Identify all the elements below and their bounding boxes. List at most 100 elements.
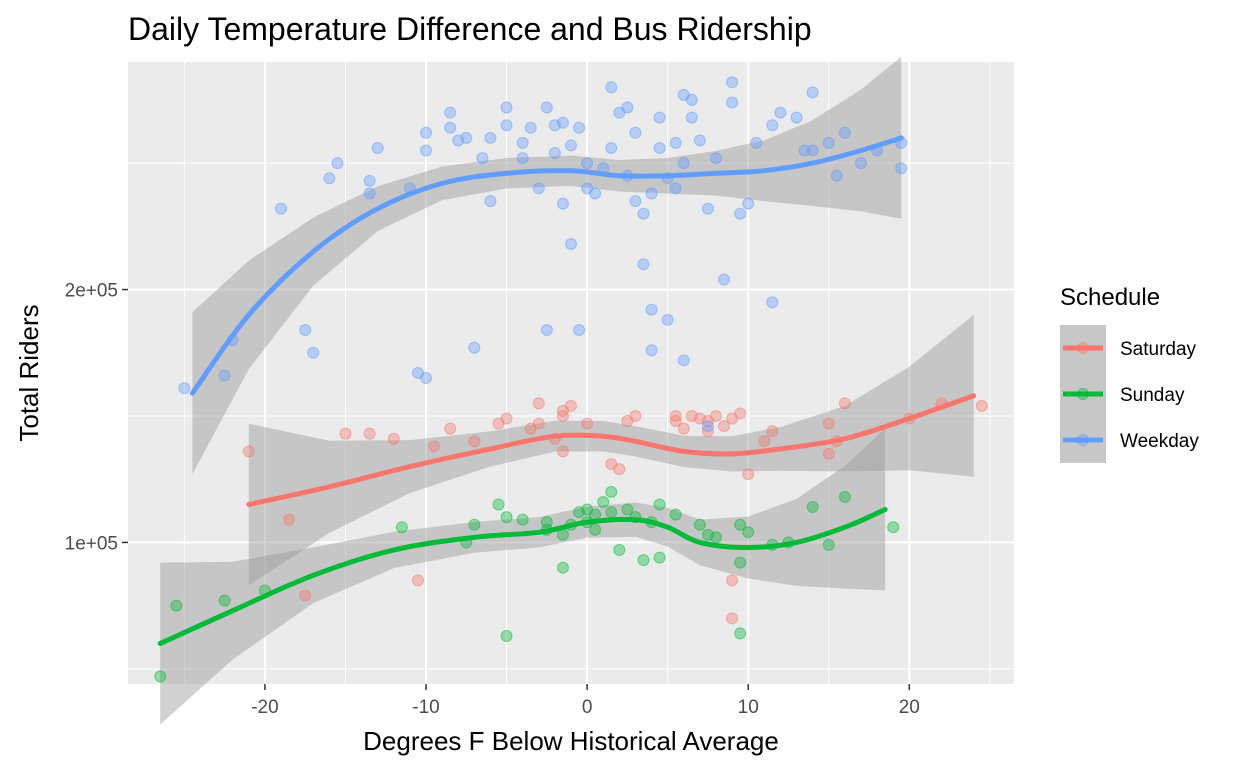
data-point-sunday [887, 521, 900, 534]
data-point-saturday [444, 422, 457, 435]
data-point-saturday [822, 417, 835, 430]
data-point-saturday [565, 399, 577, 412]
data-point-weekday [726, 96, 739, 109]
data-point-weekday [573, 324, 586, 337]
data-point-weekday [540, 324, 553, 337]
data-point-weekday [323, 172, 336, 185]
data-point-weekday [516, 152, 529, 165]
data-point-saturday [677, 422, 690, 435]
data-point-sunday [589, 523, 602, 536]
data-point-sunday [613, 543, 626, 556]
data-point-sunday [492, 498, 505, 511]
data-point-weekday [605, 81, 618, 94]
x-axis-title: Degrees F Below Historical Average [363, 726, 779, 756]
data-point-sunday [218, 594, 231, 607]
data-point-weekday [307, 346, 320, 359]
data-point-weekday [677, 354, 690, 367]
data-point-weekday [331, 157, 344, 170]
data-point-weekday [484, 131, 497, 144]
data-point-weekday [299, 324, 312, 337]
data-point-weekday [734, 207, 747, 220]
data-point-weekday [774, 106, 787, 119]
data-point-weekday [468, 341, 481, 354]
y-tick-label: 1e+05 [65, 533, 118, 554]
data-point-saturday [975, 399, 988, 412]
data-point-weekday [637, 207, 650, 220]
data-point-weekday [218, 369, 231, 382]
data-point-weekday [701, 202, 714, 215]
data-point-weekday [766, 296, 779, 309]
data-point-weekday [629, 195, 642, 208]
legend-key-weekday [1060, 417, 1106, 463]
data-point-weekday [701, 420, 714, 433]
legend-key-point [1077, 434, 1089, 446]
data-point-saturday [726, 574, 739, 587]
data-point-weekday [548, 147, 561, 160]
data-point-weekday [645, 344, 658, 357]
x-tick-label: -20 [251, 697, 278, 718]
data-point-weekday [605, 141, 618, 154]
data-point-weekday [556, 197, 569, 210]
data-point-weekday [556, 116, 569, 129]
data-point-weekday [677, 157, 690, 170]
data-point-weekday [444, 106, 457, 119]
data-point-sunday [597, 495, 610, 508]
data-point-weekday [790, 111, 803, 124]
data-point-saturday [581, 417, 594, 430]
data-point-weekday [709, 152, 722, 165]
data-point-weekday [661, 313, 674, 326]
data-point-weekday [621, 101, 634, 114]
x-tick-label: 20 [899, 697, 920, 718]
data-point-saturday [363, 427, 376, 440]
data-point-weekday [573, 121, 586, 134]
legend-key-saturday [1060, 325, 1106, 371]
data-point-weekday [726, 76, 739, 89]
data-point-weekday [766, 119, 779, 132]
data-point-saturday [532, 397, 545, 410]
data-point-weekday [685, 111, 698, 124]
data-point-saturday [758, 435, 771, 448]
smooth-lines [157, 135, 977, 646]
data-point-weekday [718, 273, 731, 286]
data-point-weekday [685, 93, 698, 106]
data-point-sunday [653, 551, 666, 564]
data-point-saturday [299, 589, 312, 602]
data-point-saturday [387, 432, 400, 445]
data-point-saturday [500, 412, 513, 425]
data-point-saturday [766, 425, 779, 438]
data-point-weekday [420, 144, 433, 157]
data-point-sunday [516, 513, 529, 526]
smooth-line-weekday [189, 135, 904, 396]
data-point-sunday [822, 538, 835, 551]
legend-title: Schedule [1060, 284, 1160, 311]
smooth-line-saturday [246, 393, 977, 507]
data-point-sunday [734, 627, 747, 640]
data-point-saturday [726, 612, 739, 625]
data-point-sunday [170, 599, 183, 612]
data-point-weekday [275, 202, 288, 215]
data-point-weekday [500, 119, 513, 132]
data-point-saturday [838, 397, 851, 410]
legend-key-point [1077, 342, 1089, 354]
data-point-sunday [669, 508, 682, 521]
data-point-weekday [750, 136, 763, 149]
data-point-weekday [444, 121, 457, 134]
data-point-weekday [693, 134, 706, 147]
data-point-weekday [589, 187, 602, 200]
data-point-sunday [556, 528, 569, 541]
y-axis-title: Total Riders [14, 304, 44, 441]
data-point-weekday [581, 157, 594, 170]
data-point-weekday [460, 131, 473, 144]
data-point-weekday [363, 174, 376, 187]
y-axis: 1e+05 2e+05 [65, 281, 128, 554]
data-point-weekday [420, 126, 433, 139]
data-point-weekday [178, 382, 191, 395]
x-tick-label: -10 [412, 697, 439, 718]
data-point-weekday [645, 187, 658, 200]
data-point-weekday [895, 162, 908, 175]
data-point-sunday [556, 561, 569, 574]
data-point-weekday [742, 197, 755, 210]
data-point-weekday [653, 111, 666, 124]
data-point-sunday [395, 521, 408, 534]
